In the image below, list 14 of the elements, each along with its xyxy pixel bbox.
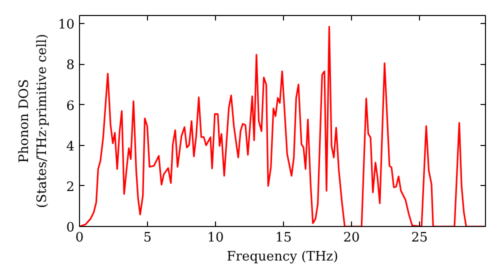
- y-tick-label: 2: [66, 180, 75, 195]
- y-tick-label: 4: [66, 139, 75, 154]
- x-tick-label: 10: [207, 230, 224, 246]
- y-tick-label: 0: [66, 220, 75, 236]
- y-axis-title: Phonon DOS (States/THz·primitive cell): [16, 34, 50, 208]
- x-tick-label: 25: [411, 230, 428, 246]
- x-tick-label: 15: [275, 230, 292, 246]
- y-tick-label: 6: [66, 98, 75, 114]
- line-series: [80, 26, 486, 226]
- y-tick-label: 8: [66, 58, 75, 74]
- x-axis-title: Frequency (THz): [226, 250, 338, 264]
- y-tick-label: 10: [58, 18, 75, 33]
- x-tick-label: 5: [143, 230, 152, 246]
- x-tick-label: 20: [343, 230, 360, 246]
